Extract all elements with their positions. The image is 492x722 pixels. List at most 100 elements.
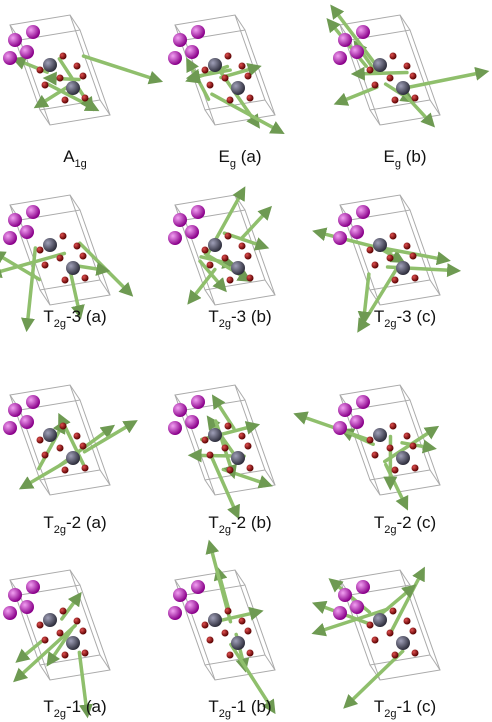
oxygen-atom	[37, 437, 44, 444]
iodine-atom	[350, 225, 364, 239]
label-subscript: 2g	[219, 524, 231, 536]
iodine-atom	[185, 45, 199, 59]
arrow	[358, 73, 407, 74]
structure	[168, 192, 275, 305]
oxygen-atom	[80, 73, 87, 80]
label-subscript: 2g	[54, 318, 66, 330]
arrow	[212, 94, 279, 130]
label-subscript: 2g	[384, 318, 396, 330]
oxygen-atom	[82, 95, 89, 102]
mode-label: T2g-3 (b)	[208, 307, 271, 330]
oxygen-atom	[392, 467, 399, 474]
iodine-atom	[356, 395, 370, 409]
oxygen-atom	[37, 622, 44, 629]
oxygen-atom	[410, 73, 417, 80]
mode-label: Eg (b)	[384, 147, 427, 170]
mode-label: T2g-1 (b)	[208, 697, 271, 720]
iodine-atom	[3, 421, 17, 435]
oxygen-atom	[387, 75, 394, 82]
oxygen-atom	[387, 445, 394, 452]
label-suffix: -1 (c)	[396, 697, 436, 716]
metal-atom	[66, 81, 80, 95]
label-base: T	[208, 307, 218, 326]
oxygen-atom	[82, 275, 89, 282]
oxygen-atom	[227, 652, 234, 659]
oxygen-atom	[202, 67, 209, 74]
metal-atom	[373, 238, 387, 252]
metal-atom	[66, 451, 80, 465]
mode-label: T2g-2 (c)	[374, 513, 436, 536]
iodine-atom	[20, 415, 34, 429]
oxygen-atom	[387, 255, 394, 262]
oxygen-atom	[410, 443, 417, 450]
oxygen-atom	[372, 452, 379, 459]
iodine-atom	[26, 395, 40, 409]
metal-atom	[231, 636, 245, 650]
oxygen-atom	[390, 53, 397, 60]
structure	[168, 546, 275, 708]
iodine-atom	[26, 205, 40, 219]
label-suffix: (b)	[401, 147, 427, 166]
metal-atom	[396, 636, 410, 650]
oxygen-atom	[202, 437, 209, 444]
oxygen-atom	[239, 243, 246, 250]
iodine-atom	[26, 580, 40, 594]
mode-label: T2g-3 (c)	[374, 307, 436, 330]
iodine-atom	[185, 415, 199, 429]
oxygen-atom	[390, 608, 397, 615]
label-subscript: 2g	[54, 708, 66, 720]
iodine-atom	[333, 421, 347, 435]
iodine-atom	[350, 45, 364, 59]
oxygen-atom	[57, 75, 64, 82]
iodine-atom	[173, 588, 187, 602]
label-subscript: 2g	[219, 708, 231, 720]
metal-atom	[43, 58, 57, 72]
iodine-atom	[173, 213, 187, 227]
label-suffix: -3 (a)	[66, 307, 107, 326]
label-base: T	[208, 513, 218, 532]
oxygen-atom	[62, 467, 69, 474]
iodine-atom	[350, 415, 364, 429]
cell-edge	[350, 30, 440, 125]
oxygen-atom	[37, 67, 44, 74]
iodine-atom	[338, 33, 352, 47]
oxygen-atom	[82, 650, 89, 657]
oxygen-atom	[42, 452, 49, 459]
oxygen-atom	[367, 437, 374, 444]
oxygen-atom	[392, 277, 399, 284]
iodine-atom	[356, 205, 370, 219]
oxygen-atom	[222, 75, 229, 82]
oxygen-atom	[239, 433, 246, 440]
label-base: E	[219, 147, 230, 166]
metal-atom	[43, 613, 57, 627]
mode-label: Eg (a)	[219, 147, 262, 170]
oxygen-atom	[367, 247, 374, 254]
label-base: T	[374, 513, 384, 532]
iodine-atom	[350, 600, 364, 614]
oxygen-atom	[74, 433, 81, 440]
oxygen-atom	[225, 608, 232, 615]
iodine-atom	[168, 231, 182, 245]
structure	[168, 385, 275, 513]
label-base: A	[63, 147, 75, 166]
label-suffix: (a)	[236, 147, 262, 166]
label-subscript: 1g	[75, 158, 87, 170]
oxygen-atom	[207, 262, 214, 269]
oxygen-atom	[404, 433, 411, 440]
oxygen-atom	[57, 445, 64, 452]
oxygen-atom	[247, 650, 254, 657]
oxygen-atom	[225, 53, 232, 60]
metal-atom	[231, 451, 245, 465]
oxygen-atom	[202, 247, 209, 254]
oxygen-atom	[80, 253, 87, 260]
oxygen-atom	[247, 95, 254, 102]
oxygen-atom	[227, 467, 234, 474]
oxygen-atom	[82, 465, 89, 472]
label-base: T	[374, 697, 384, 716]
oxygen-atom	[390, 233, 397, 240]
oxygen-atom	[412, 650, 419, 657]
oxygen-atom	[60, 608, 67, 615]
label-suffix: -1 (a)	[66, 697, 107, 716]
cell-edge	[350, 585, 440, 680]
structure	[331, 10, 483, 125]
